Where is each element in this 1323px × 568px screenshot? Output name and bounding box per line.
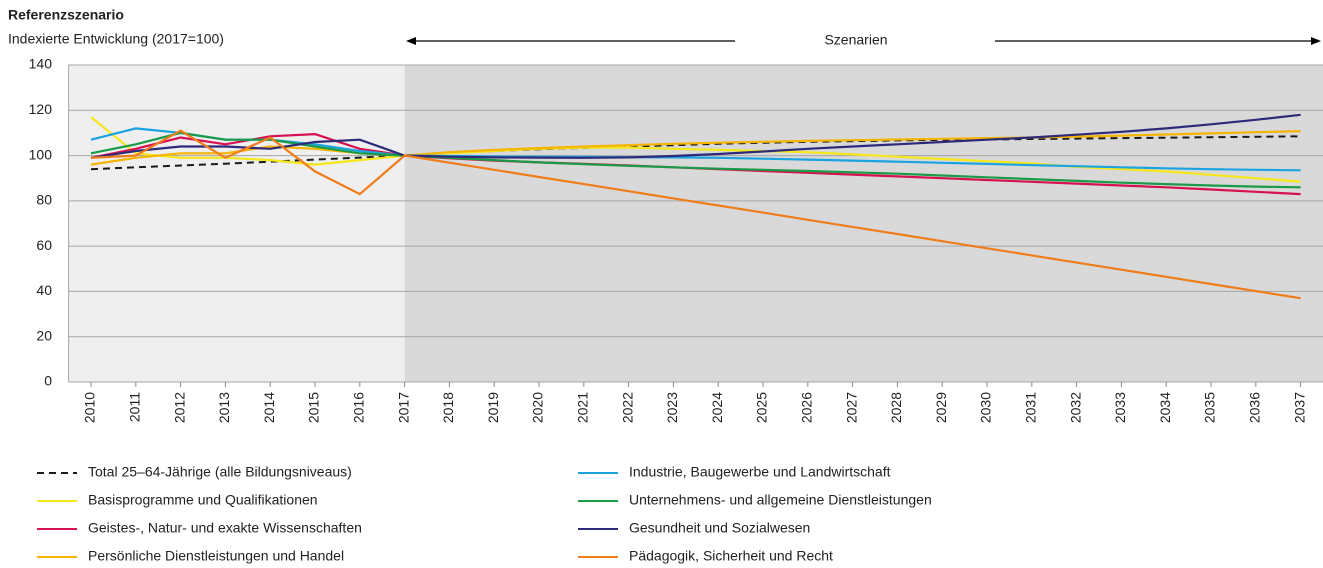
x-tick-label: 2034 (1157, 392, 1173, 423)
y-tick-label: 40 (36, 282, 52, 298)
y-tick-label: 20 (36, 327, 52, 343)
series-line (90, 135, 1301, 171)
y-tick-label: 140 (29, 56, 53, 72)
series-line (90, 131, 1301, 189)
x-tick-label: 2012 (171, 392, 187, 423)
legend-label: Industrie, Baugewerbe und Landwirtschaft (629, 464, 891, 480)
x-tick-label: 2011 (127, 392, 143, 422)
legend-label: Unternehmens- und allgemeine Dienstleist… (629, 492, 932, 508)
x-tick-label: 2031 (1023, 392, 1039, 423)
x-tick-label: 2013 (216, 392, 232, 423)
x-tick-label: 2023 (664, 392, 680, 423)
series-line (90, 129, 1301, 300)
x-tick-label: 2035 (1202, 392, 1218, 423)
arrows (406, 37, 1321, 45)
x-tick-label: 2037 (1291, 392, 1307, 423)
x-tick-label: 2017 (395, 392, 411, 423)
x-tick-label: 2032 (1067, 392, 1083, 423)
annotation: Szenarien (824, 32, 887, 48)
chart-title: Referenzszenario (8, 7, 124, 23)
x-tick-label: 2016 (351, 392, 367, 423)
x-tick-label: 2024 (709, 392, 725, 423)
x-tick-label: 2033 (1112, 392, 1128, 423)
x-tick-label: 2027 (843, 392, 859, 423)
y-tick-label: 80 (36, 192, 52, 208)
series-line (90, 113, 1301, 159)
legend-label: Geistes-, Natur- und exakte Wissenschaft… (88, 520, 362, 536)
x-tick-label: 2036 (1247, 392, 1263, 423)
legend-label: Total 25–64-Jährige (alle Bildungsniveau… (88, 464, 352, 480)
x-tick-label: 2014 (261, 392, 277, 423)
scenario-background (404, 65, 1323, 382)
x-tick-label: 2010 (82, 392, 98, 423)
history-background (68, 65, 405, 382)
series-line (90, 116, 1301, 183)
x-tick-label: 2021 (575, 392, 591, 423)
x-tick-label: 2029 (933, 392, 949, 423)
x-tick-label: 2030 (978, 392, 994, 423)
legend-label: Basisprogramme und Qualifikationen (88, 492, 318, 508)
legend-label: Persönliche Dienstleistungen und Handel (88, 548, 344, 564)
x-tick-label: 2020 (530, 392, 546, 423)
series-line (90, 130, 1301, 166)
y-tick-label: 60 (36, 237, 52, 253)
x-tick-label: 2028 (888, 392, 904, 423)
x-tick-label: 2026 (799, 392, 815, 423)
chart-subtitle: Indexierte Entwicklung (2017=100) (8, 31, 224, 47)
x-tick-label: 2018 (440, 392, 456, 423)
legend-label: Pädagogik, Sicherheit und Recht (629, 548, 833, 564)
legend-label: Gesundheit und Sozialwesen (629, 520, 810, 536)
y-tick-label: 100 (29, 146, 53, 162)
x-tick-label: 2022 (619, 392, 635, 423)
x-tick-label: 2015 (306, 392, 322, 423)
x-tick-label: 2019 (485, 392, 501, 423)
y-tick-label: 0 (44, 373, 52, 389)
x-tick-label: 2025 (754, 392, 770, 423)
y-tick-label: 120 (29, 101, 53, 117)
